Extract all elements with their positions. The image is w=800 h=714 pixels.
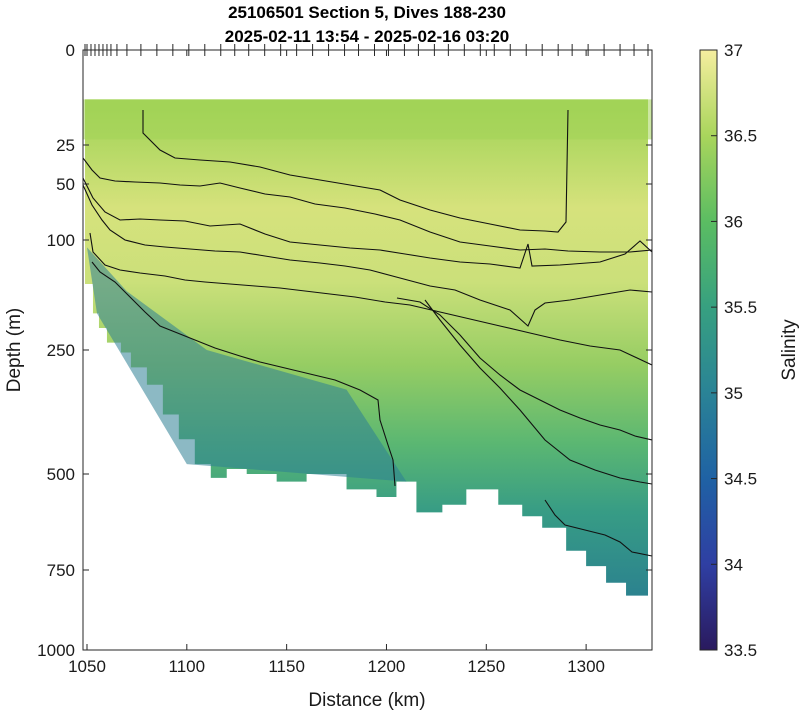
contour-line [83, 184, 652, 327]
y-axis-ticks: 0 25 50 100 250 500 750 1000 [37, 41, 652, 660]
y-axis-label: Depth (m) [4, 308, 25, 392]
salinity-contours [83, 109, 652, 557]
x-axis-ticks: 1050 1100 1150 1200 1250 1300 [68, 50, 605, 676]
x-tick-label: 1150 [268, 657, 305, 676]
y-tick-label: 0 [66, 41, 75, 60]
dive-location-ticks [84, 44, 649, 56]
colorbar-label: Salinity [779, 319, 800, 381]
salinity-field [83, 99, 652, 596]
colorbar-tick-label: 35 [724, 384, 743, 403]
colorbar-tick-label: 36 [724, 212, 743, 231]
colorbar-ticks: 33.5 34 34.5 35 35.5 36 36.5 37 [711, 41, 757, 660]
y-tick-label: 50 [56, 175, 75, 194]
x-tick-label: 1100 [169, 657, 206, 676]
x-tick-label: 1300 [567, 657, 605, 676]
colorbar-tick-label: 36.5 [724, 127, 757, 146]
y-tick-label: 25 [56, 136, 75, 155]
colorbar-tick-label: 34 [724, 555, 743, 574]
contour-line [142, 109, 569, 233]
contour-line [83, 177, 652, 269]
colorbar-tick-label: 33.5 [724, 641, 757, 660]
colorbar-tick-label: 37 [724, 41, 743, 60]
chart-subtitle: 2025-02-11 13:54 - 2025-02-16 03:20 [225, 27, 510, 46]
x-tick-label: 1250 [467, 657, 505, 676]
colorbar [699, 49, 718, 651]
y-tick-label: 100 [47, 231, 75, 250]
x-tick-label: 1050 [68, 657, 106, 676]
colorbar-tick-label: 35.5 [724, 298, 757, 317]
y-tick-label: 1000 [37, 641, 75, 660]
colorbar-tick-label: 34.5 [724, 470, 757, 489]
y-tick-label: 250 [47, 341, 75, 360]
chart-title: 25106501 Section 5, Dives 188-230 [228, 3, 506, 22]
surface-layer [83, 99, 652, 140]
x-axis-label: Distance (km) [308, 690, 425, 711]
salinity-fill [84, 99, 649, 596]
contour-line [424, 299, 652, 485]
y-tick-label: 500 [47, 465, 75, 484]
x-tick-label: 1200 [368, 657, 406, 676]
contour-line [544, 499, 652, 557]
deep-water-shading [86, 247, 407, 482]
y-tick-label: 750 [47, 561, 75, 580]
contour-line [89, 232, 652, 366]
contour-line [396, 297, 652, 441]
contour-line [91, 261, 396, 487]
contour-line [83, 157, 652, 253]
